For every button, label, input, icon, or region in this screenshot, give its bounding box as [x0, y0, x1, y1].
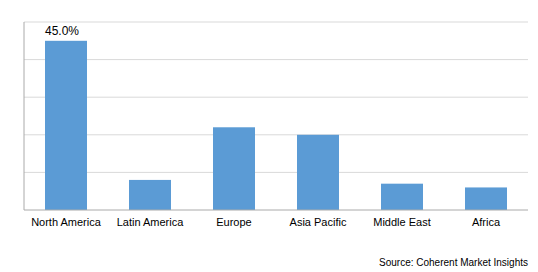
- grid-line: [24, 59, 528, 60]
- x-tick-label: Europe: [216, 216, 251, 228]
- grid-line: [24, 134, 528, 135]
- grid-line: [24, 172, 528, 173]
- source-text: Source: Coherent Market Insights: [379, 257, 528, 268]
- chart-svg: North America Latin America Europe Asia Pac…: [0, 0, 538, 272]
- bar: [297, 135, 339, 210]
- grid-line: [24, 22, 528, 23]
- x-tick-label: Latin America: [117, 216, 185, 228]
- bar: [381, 184, 423, 210]
- x-tick-label: Middle East: [373, 216, 430, 228]
- bars: [45, 41, 507, 210]
- bar: [213, 127, 255, 210]
- y-axis-line: [24, 22, 25, 210]
- grid-line: [24, 97, 528, 98]
- x-axis-line: [24, 210, 528, 211]
- bar: [45, 41, 87, 210]
- bar: [129, 180, 171, 210]
- bar: [465, 187, 507, 210]
- x-tick-label: Africa: [472, 216, 501, 228]
- chart-container: North America Latin America Europe Asia Pac…: [0, 0, 538, 272]
- annotation: 45.0%: [45, 24, 79, 38]
- x-tick-label: Asia Pacific: [290, 216, 347, 228]
- x-tick-label: North America: [31, 216, 102, 228]
